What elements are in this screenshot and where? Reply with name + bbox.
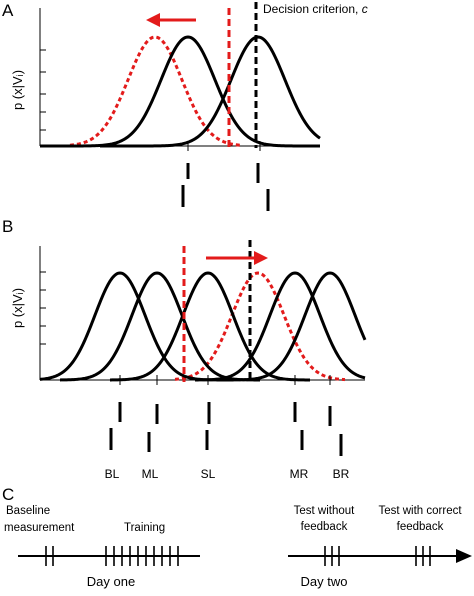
condition-label-br: BR [333,467,350,481]
baseline-label-line2: measurement [4,522,75,534]
condition-label-sl: SL [201,467,216,481]
panel-b-shift-arrow [206,251,268,265]
test-with-label-line2: feedback [397,521,444,533]
panel-a-distribution-left [40,35,320,148]
panel-b-y-axis-label: p (x|Vᵢ) [10,288,25,328]
test-with-label-line1: Test with correct [378,505,462,517]
panel-a-y-label-text: p (x|Vᵢ) [10,70,25,110]
panel-b-letter: B [2,217,13,236]
panel-b-stimulus-marks [109,402,343,456]
day-two-label: Day two [301,574,348,589]
panel-a-x-ticks [187,141,261,151]
condition-label-mr: MR [290,467,309,481]
panel-b-x-ticks [119,375,331,385]
condition-label-ml: ML [142,467,159,481]
panel-a-y-ticks [40,49,46,131]
panel-a-criterion-label: Decision criterion, c [263,2,368,16]
baseline-session-ticks [45,546,54,566]
training-session-ticks [105,546,179,566]
test-with-feedback-ticks [415,546,431,566]
test-without-feedback-ticks [324,546,340,566]
training-label: Training [124,522,165,534]
panel-b-distribution-sl [109,271,310,382]
panel-b-shifted-distribution [174,271,346,382]
baseline-label-line1: Baseline [6,505,50,517]
criterion-symbol: c [362,2,368,16]
panel-b-y-label-text: p (x|Vᵢ) [10,288,25,328]
criterion-label-text: Decision criterion, [263,2,362,16]
panel-c-letter: C [2,485,14,504]
panel-b-distribution-br [230,271,367,382]
day-one-label: Day one [87,574,135,589]
condition-label-bl: BL [105,467,120,481]
panel-a-shift-arrow [146,13,196,27]
timeline-arrowhead [456,549,472,563]
test-without-label-line1: Test without [294,505,356,517]
panel-b-distribution-bl [39,271,230,382]
panel-a-distribution-right [100,35,321,148]
panel-a-stimulus-marks [181,163,270,211]
test-without-label-line2: feedback [301,521,348,533]
panel-a-y-axis-label: p (x|Vᵢ) [10,70,25,110]
panel-a-shifted-distribution [69,35,241,147]
panel-b-distribution-mr [195,271,366,382]
panel-a-letter: A [2,1,14,20]
panel-b-y-ticks [40,271,46,345]
